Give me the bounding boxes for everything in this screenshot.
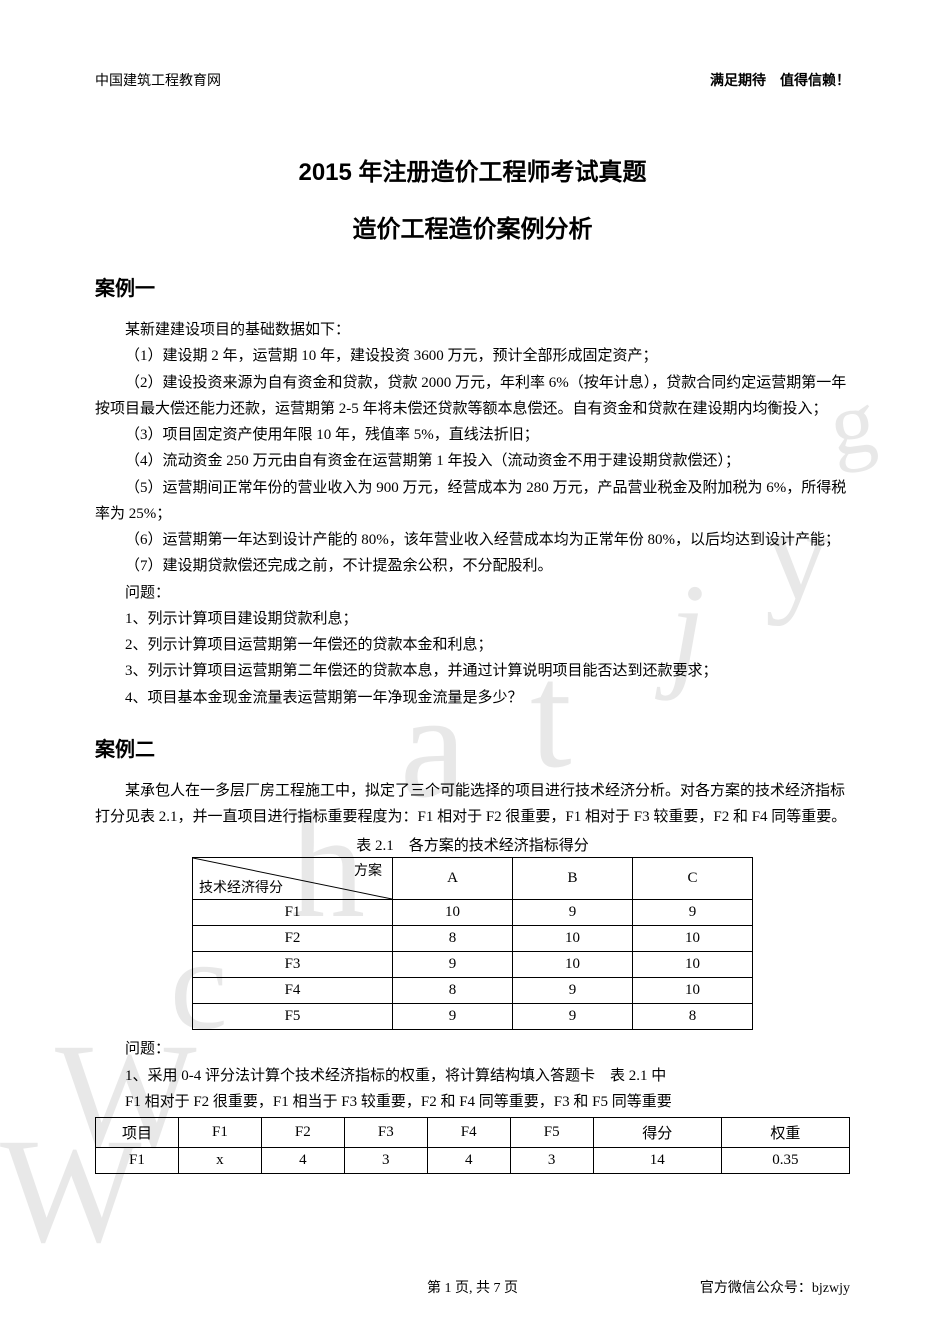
case1-q3: 3、列示计算项目运营期第二年偿还的贷款本息，并通过计算说明项目能否达到还款要求； [95, 658, 850, 684]
diag-bottom: 技术经济得分 [199, 877, 283, 897]
table-row: F1 x 4 3 4 3 14 0.35 [96, 1148, 850, 1174]
h-3: F3 [344, 1118, 427, 1148]
cell: 8 [393, 978, 513, 1004]
r-7: 0.35 [721, 1148, 849, 1174]
title-main: 2015 年注册造价工程师考试真题 [95, 152, 850, 187]
h-7: 权重 [721, 1118, 849, 1148]
page-header: 中国建筑工程教育网 满足期待 值得信赖！ [95, 70, 850, 90]
case1-p6: （6）运营期第一年达到设计产能的 80%，该年营业收入经营成本均为正常年份 80… [95, 527, 850, 553]
case2-questions: 问题： 1、采用 0-4 评分法计算个技术经济指标的权重，将计算结构填入答题卡 … [95, 1036, 850, 1115]
h-0: 项目 [96, 1118, 179, 1148]
r-5: 3 [510, 1148, 593, 1174]
table-row: F5 9 9 8 [193, 1004, 753, 1030]
cell: 9 [633, 900, 753, 926]
cell: 9 [393, 1004, 513, 1030]
cell: 9 [513, 900, 633, 926]
row-label: F5 [193, 1004, 393, 1030]
case1-p3: （3）项目固定资产使用年限 10 年，残值率 5%，直线法折旧； [95, 422, 850, 448]
case1-p4: （4）流动资金 250 万元由自有资金在运营期第 1 年投入（流动资金不用于建设… [95, 448, 850, 474]
case2-qlabel: 问题： [95, 1036, 850, 1062]
footer-right: 官方微信公众号：bjzwjy [700, 1277, 850, 1297]
col-a: A [393, 858, 513, 900]
case2-intro: 某承包人在一多层厂房工程施工中，拟定了三个可能选择的项目进行技术经济分析。对各方… [95, 778, 850, 831]
h-5: F5 [510, 1118, 593, 1148]
table-22: 项目 F1 F2 F3 F4 F5 得分 权重 F1 x 4 3 4 3 14 … [95, 1117, 850, 1174]
col-b: B [513, 858, 633, 900]
case1-heading: 案例一 [95, 272, 850, 301]
case1-p2: （2）建设投资来源为自有资金和贷款，贷款 2000 万元，年利率 6%（按年计息… [95, 370, 850, 423]
case1-body: 某新建建设项目的基础数据如下： （1）建设期 2 年，运营期 10 年，建设投资… [95, 317, 850, 711]
cell: 9 [393, 952, 513, 978]
cell: 10 [633, 978, 753, 1004]
table-21: 方案 技术经济得分 A B C F1 10 9 9 F2 8 10 10 F3 … [192, 857, 753, 1030]
table-row: F2 8 10 10 [193, 926, 753, 952]
cell: 8 [633, 1004, 753, 1030]
cell: 10 [393, 900, 513, 926]
cell: 9 [513, 1004, 633, 1030]
case1-intro: 某新建建设项目的基础数据如下： [95, 317, 850, 343]
table21-caption: 表 2.1 各方案的技术经济指标得分 [95, 834, 850, 855]
table-row: F4 8 9 10 [193, 978, 753, 1004]
cell: 9 [513, 978, 633, 1004]
case1-p5: （5）运营期间正常年份的营业收入为 900 万元，经营成本为 280 万元，产品… [95, 475, 850, 528]
r-2: 4 [261, 1148, 344, 1174]
row-label: F2 [193, 926, 393, 952]
r-4: 4 [427, 1148, 510, 1174]
row-label: F3 [193, 952, 393, 978]
r-0: F1 [96, 1148, 179, 1174]
row-label: F4 [193, 978, 393, 1004]
table-row: 项目 F1 F2 F3 F4 F5 得分 权重 [96, 1118, 850, 1148]
r-3: 3 [344, 1148, 427, 1174]
row-label: F1 [193, 900, 393, 926]
title-sub: 造价工程造价案例分析 [95, 209, 850, 244]
header-left: 中国建筑工程教育网 [95, 70, 221, 90]
cell: 10 [633, 952, 753, 978]
table-row: 方案 技术经济得分 A B C [193, 858, 753, 900]
case1-p1: （1）建设期 2 年，运营期 10 年，建设投资 3600 万元，预计全部形成固… [95, 343, 850, 369]
case1-q2: 2、列示计算项目运营期第一年偿还的贷款本金和利息； [95, 632, 850, 658]
case1-q1: 1、列示计算项目建设期贷款利息； [95, 606, 850, 632]
case2-body: 某承包人在一多层厂房工程施工中，拟定了三个可能选择的项目进行技术经济分析。对各方… [95, 778, 850, 831]
r-6: 14 [593, 1148, 721, 1174]
page-container: 中国建筑工程教育网 满足期待 值得信赖！ 2015 年注册造价工程师考试真题 造… [0, 0, 945, 1234]
r-1: x [178, 1148, 261, 1174]
cell: 10 [513, 926, 633, 952]
h-1: F1 [178, 1118, 261, 1148]
h-6: 得分 [593, 1118, 721, 1148]
case2-heading: 案例二 [95, 733, 850, 762]
case2-q1b: F1 相对于 F2 很重要，F1 相当于 F3 较重要，F2 和 F4 同等重要… [95, 1089, 850, 1115]
diag-top: 方案 [354, 860, 382, 880]
page-footer: 第 1 页, 共 7 页 官方微信公众号：bjzwjy [0, 1277, 945, 1297]
col-c: C [633, 858, 753, 900]
cell: 10 [513, 952, 633, 978]
case2-q1a: 1、采用 0-4 评分法计算个技术经济指标的权重，将计算结构填入答题卡 表 2.… [95, 1063, 850, 1089]
diag-header-cell: 方案 技术经济得分 [193, 858, 393, 900]
table-row: F1 10 9 9 [193, 900, 753, 926]
header-right: 满足期待 值得信赖！ [710, 70, 850, 90]
case1-q4: 4、项目基本金现金流量表运营期第一年净现金流量是多少？ [95, 685, 850, 711]
h-4: F4 [427, 1118, 510, 1148]
footer-center: 第 1 页, 共 7 页 [427, 1277, 518, 1297]
case1-qlabel: 问题： [95, 580, 850, 606]
cell: 8 [393, 926, 513, 952]
case1-p7: （7）建设期贷款偿还完成之前，不计提盈余公积，不分配股利。 [95, 553, 850, 579]
h-2: F2 [261, 1118, 344, 1148]
table-row: F3 9 10 10 [193, 952, 753, 978]
cell: 10 [633, 926, 753, 952]
